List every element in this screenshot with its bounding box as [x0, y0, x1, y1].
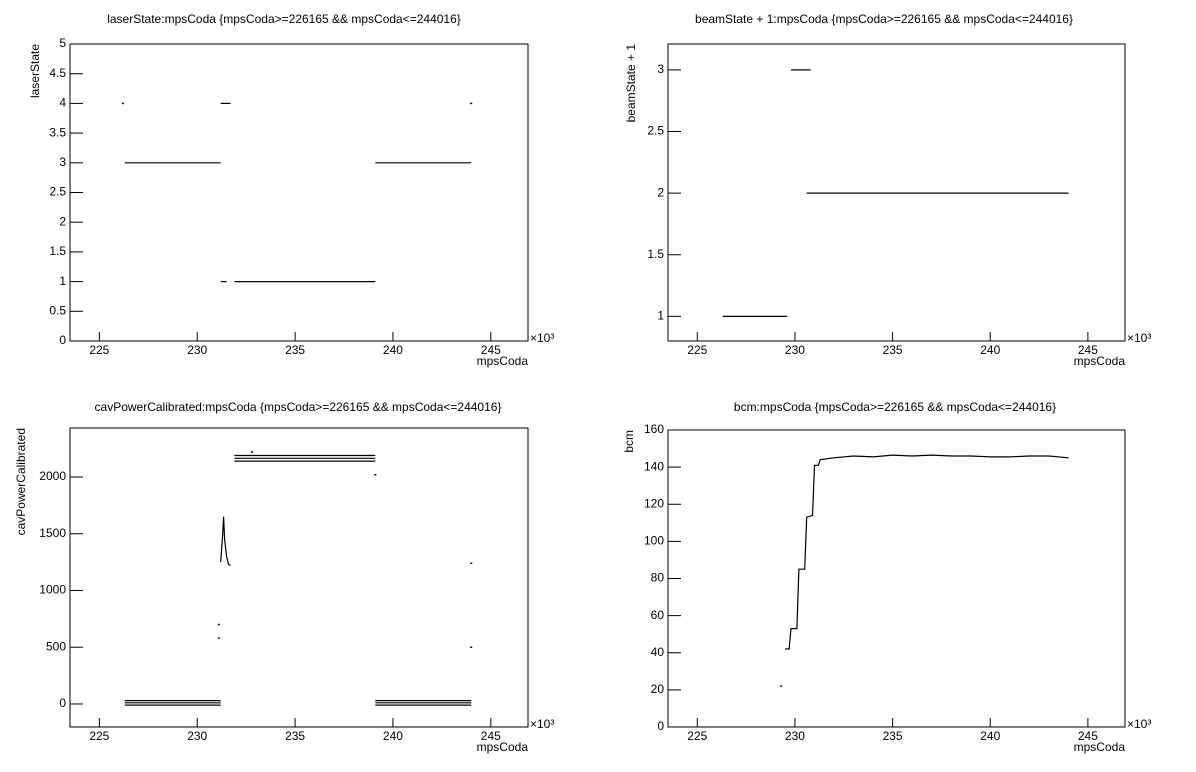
data-point: [121, 102, 124, 105]
x-tick-label: 240: [980, 729, 1000, 743]
data-point: [470, 102, 473, 105]
y-tick-label: 1000: [39, 583, 66, 597]
x-tick-label: 245: [481, 343, 501, 357]
x-multiplier: ×10³: [530, 717, 554, 731]
data-point: [251, 451, 254, 453]
chart-title: cavPowerCalibrated:mpsCoda {mpsCoda>=226…: [95, 400, 502, 414]
y-tick-label: 4.5: [49, 66, 66, 80]
y-tick-label: 3: [59, 155, 66, 169]
y-tick-label: 2: [657, 185, 664, 199]
y-tick-label: 0: [657, 719, 664, 733]
x-tick-label: 245: [1078, 729, 1098, 743]
x-tick-label: 235: [883, 343, 903, 357]
x-axis-label: mpsCoda: [1074, 354, 1126, 368]
x-tick-label: 240: [383, 343, 403, 357]
y-tick-label: 40: [651, 645, 665, 659]
x-multiplier: ×10³: [1127, 331, 1151, 345]
y-axis-label: cavPowerCalibrated: [14, 428, 28, 535]
x-tick-label: 240: [980, 343, 1000, 357]
y-axis-label: laserState: [28, 44, 42, 98]
data-point: [217, 623, 220, 626]
x-tick-label: 225: [687, 729, 707, 743]
y-tick-label: 1500: [39, 526, 66, 540]
data-line: [785, 454, 1069, 650]
x-tick-label: 235: [285, 343, 305, 357]
x-tick-label: 235: [285, 729, 305, 743]
y-tick-label: 0: [59, 333, 66, 347]
x-axis-label: mpsCoda: [477, 740, 529, 754]
x-tick-label: 230: [785, 729, 805, 743]
y-tick-label: 2.5: [49, 185, 66, 199]
x-tick-label: 235: [883, 729, 903, 743]
data-line: [220, 516, 231, 567]
y-tick-label: 160: [644, 422, 664, 436]
y-tick-label: 0.5: [49, 303, 66, 317]
x-tick-label: 230: [785, 343, 805, 357]
y-tick-label: 3: [657, 62, 664, 76]
y-tick-label: 0: [59, 696, 66, 710]
chart-title: laserState:mpsCoda {mpsCoda>=226165 && m…: [107, 12, 461, 26]
x-multiplier: ×10³: [1127, 717, 1151, 731]
x-tick-label: 245: [481, 729, 501, 743]
y-tick-label: 2: [59, 214, 66, 228]
y-tick-label: 60: [651, 608, 665, 622]
y-axis-label: bcm: [622, 430, 636, 453]
y-axis-label: beamState + 1: [624, 44, 638, 123]
y-tick-label: 2000: [39, 469, 66, 483]
y-tick-label: 1.5: [647, 247, 664, 261]
x-tick-label: 225: [89, 343, 109, 357]
x-tick-label: 245: [1078, 343, 1098, 357]
data-point: [470, 646, 473, 648]
y-tick-label: 1: [657, 309, 664, 323]
x-tick-label: 230: [187, 343, 207, 357]
x-tick-label: 240: [383, 729, 403, 743]
data-point: [374, 474, 377, 476]
x-tick-label: 225: [687, 343, 707, 357]
y-tick-label: 3.5: [49, 125, 66, 139]
plot-frame: [69, 43, 529, 342]
chart-title: bcm:mpsCoda {mpsCoda>=226165 && mpsCoda<…: [734, 400, 1056, 414]
y-tick-label: 120: [644, 496, 664, 510]
y-tick-label: 2.5: [647, 124, 664, 138]
y-tick-label: 100: [644, 534, 664, 548]
y-tick-label: 1: [59, 274, 66, 288]
data-point: [217, 637, 220, 639]
y-tick-label: 4: [59, 96, 66, 110]
x-axis-label: mpsCoda: [1074, 740, 1126, 754]
y-tick-label: 500: [46, 639, 66, 653]
y-tick-label: 1.5: [49, 244, 66, 258]
plot-frame: [69, 427, 529, 728]
chart-title: beamState + 1:mpsCoda {mpsCoda>=226165 &…: [695, 12, 1073, 26]
x-tick-label: 230: [187, 729, 207, 743]
plot-frame: [667, 429, 1126, 728]
y-tick-label: 20: [651, 682, 665, 696]
x-axis-label: mpsCoda: [477, 354, 529, 368]
data-point: [470, 562, 473, 565]
plot-frame: [667, 43, 1126, 342]
y-tick-label: 140: [644, 459, 664, 473]
y-tick-label: 5: [59, 36, 66, 50]
x-multiplier: ×10³: [530, 331, 554, 345]
x-tick-label: 225: [89, 729, 109, 743]
data-point: [780, 685, 783, 687]
y-tick-label: 80: [651, 571, 665, 585]
